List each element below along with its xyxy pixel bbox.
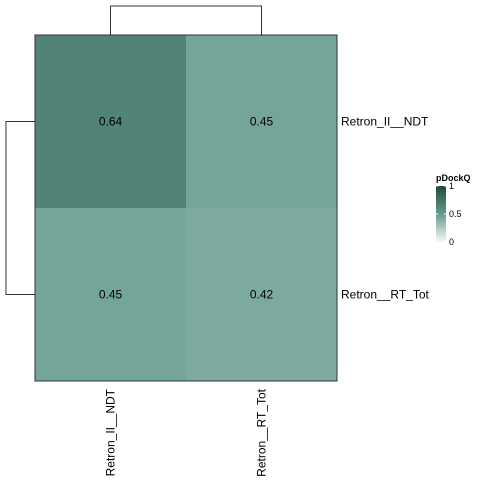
column-dendrogram bbox=[110, 5, 262, 35]
heatmap-cell bbox=[35, 208, 187, 382]
color-legend: pDockQ 0 0.5 1 bbox=[436, 173, 471, 247]
cell-value-label: 0.45 bbox=[250, 115, 274, 129]
heatmap-cells: 0.64 0.45 0.45 0.42 bbox=[35, 35, 338, 382]
legend-title: pDockQ bbox=[436, 173, 471, 183]
row-dendrogram-branch bbox=[5, 121, 35, 295]
legend-tick-label: 1 bbox=[449, 181, 454, 191]
heatmap-border bbox=[34, 34, 338, 382]
legend-tick-label: 0 bbox=[449, 237, 454, 247]
column-label: Retron_II__NDT bbox=[104, 388, 118, 476]
row-label: Retron__RT_Tot bbox=[341, 288, 429, 302]
column-dendrogram-branch bbox=[110, 5, 262, 35]
column-labels: Retron_II__NDT Retron__RT_Tot bbox=[104, 388, 269, 476]
row-label: Retron_II__NDT bbox=[341, 115, 429, 129]
legend-color-bar bbox=[436, 186, 446, 242]
column-label: Retron__RT_Tot bbox=[255, 388, 269, 476]
heatmap-cell bbox=[186, 208, 338, 382]
row-dendrogram bbox=[5, 121, 35, 295]
cell-value-label: 0.45 bbox=[99, 288, 123, 302]
cell-value-label: 0.64 bbox=[99, 115, 123, 129]
heatmap-cell bbox=[186, 35, 338, 209]
heatmap-cell bbox=[35, 35, 187, 209]
cell-value-label: 0.42 bbox=[250, 288, 274, 302]
row-labels: Retron_II__NDT Retron__RT_Tot bbox=[341, 115, 429, 302]
legend-tick-label: 0.5 bbox=[449, 209, 462, 219]
